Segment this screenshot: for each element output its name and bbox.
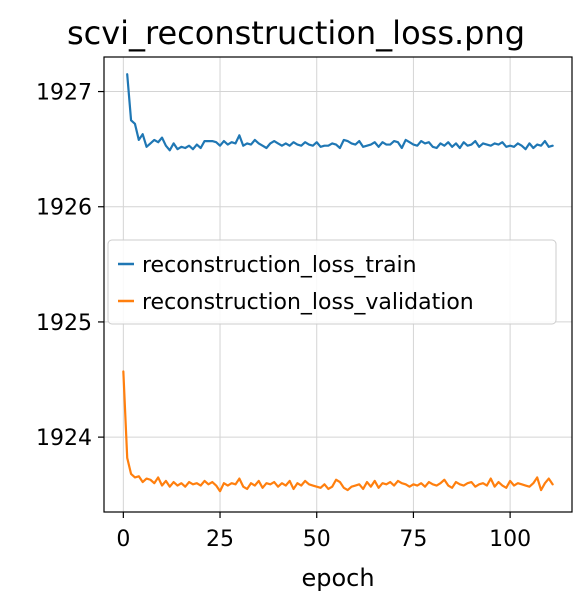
y-tick-label: 1927	[36, 81, 92, 106]
plot-area-frame	[103, 56, 573, 513]
x-axis-label: epoch	[301, 564, 374, 592]
x-tick-label: 100	[489, 527, 531, 552]
y-tick-label: 1925	[36, 311, 92, 336]
x-tick-label: 50	[303, 527, 331, 552]
legend-label-train: reconstruction_loss_train	[142, 253, 417, 278]
x-tick-label: 25	[206, 527, 234, 552]
x-tick-label: 75	[399, 527, 427, 552]
chart-title: scvi_reconstruction_loss.png	[67, 14, 525, 52]
series-line-validation	[122, 370, 554, 493]
x-axis-ticks: 0 25 50 75 100	[116, 512, 531, 552]
y-tick-label: 1924	[36, 426, 92, 451]
y-tick-label: 1926	[36, 196, 92, 221]
x-tick-label: 0	[116, 527, 130, 552]
legend-label-validation: reconstruction_loss_validation	[142, 290, 474, 315]
legend-box	[107, 239, 557, 325]
legend: reconstruction_loss_train reconstruction…	[107, 239, 557, 325]
series-line-train	[126, 73, 554, 152]
series-lines	[122, 73, 554, 493]
y-axis-ticks: 1924 1925 1926 1927	[36, 81, 104, 451]
